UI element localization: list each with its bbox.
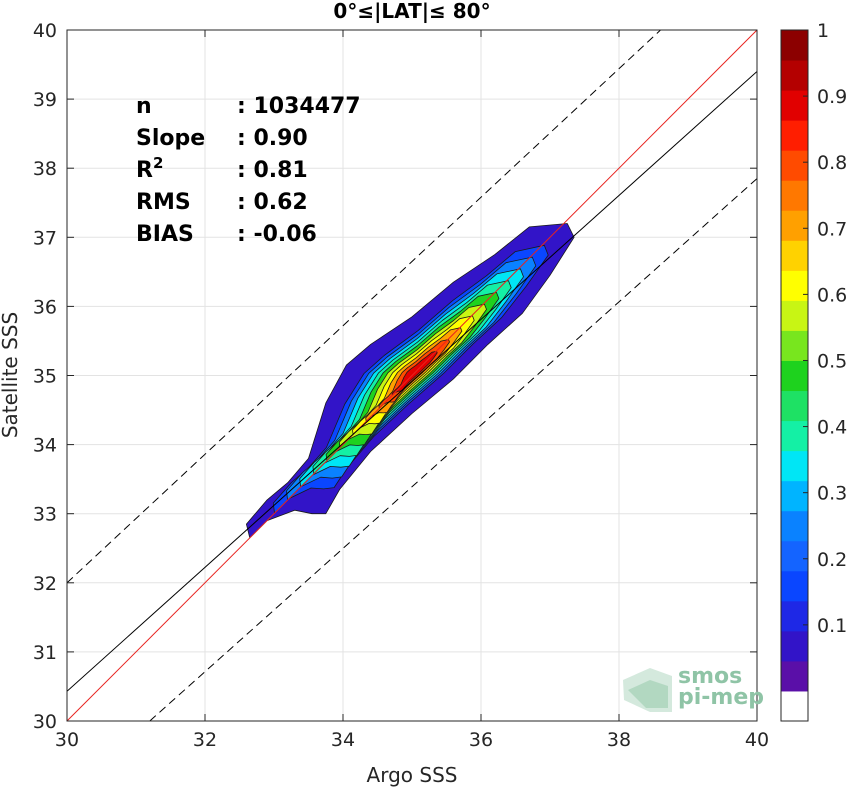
x-tick-label: 40 xyxy=(745,729,769,751)
colorbar-segment xyxy=(781,330,808,361)
x-tick-label: 36 xyxy=(469,729,493,751)
colorbar-tick-label: 0.6 xyxy=(817,284,847,306)
stat-value: : 0.90 xyxy=(237,126,308,151)
colorbar-tick-label: 0.5 xyxy=(817,350,847,372)
y-tick-label: 40 xyxy=(33,20,57,42)
colorbar-segment xyxy=(781,30,808,61)
smos-pi-mep-logo: smos pi-mep xyxy=(623,664,764,712)
stat-label-superscript: 2 xyxy=(153,154,163,172)
colorbar-segment xyxy=(781,300,808,331)
x-tick-label: 30 xyxy=(55,729,79,751)
axis-ticks: 30 32 34 36 38 40 30 31 32 33 34 35 36 37 38 39 40 xyxy=(33,20,769,751)
colorbar-segment xyxy=(781,360,808,392)
y-tick-label: 39 xyxy=(33,89,57,111)
colorbar-tick-label: 0.8 xyxy=(817,152,847,174)
identity-line xyxy=(67,30,757,721)
colorbar-segment xyxy=(781,390,808,422)
colorbar-segment xyxy=(781,510,808,542)
stat-label: BIAS xyxy=(136,222,194,247)
colorbar-segment xyxy=(781,60,808,91)
colorbar-segment xyxy=(781,630,808,662)
reference-lines xyxy=(67,30,757,721)
colorbar-segment xyxy=(781,450,808,482)
colorbar-segment xyxy=(781,540,808,572)
colorbar-segment xyxy=(781,270,808,301)
y-tick-label: 35 xyxy=(33,366,57,388)
x-tick-label: 32 xyxy=(193,729,217,751)
colorbar-segment xyxy=(781,180,808,211)
colorbar-tick-label: 0.4 xyxy=(817,417,847,439)
colorbar-tick-label: 0.7 xyxy=(817,218,847,240)
y-tick-label: 32 xyxy=(33,573,57,595)
upper-bound-line xyxy=(67,30,662,584)
colorbar-tick-label: 0.1 xyxy=(817,615,847,637)
logo-text-smos: smos xyxy=(678,664,742,689)
y-tick-label: 34 xyxy=(33,435,57,457)
colorbar-frame xyxy=(780,29,809,722)
colorbar-segment xyxy=(781,660,808,692)
y-tick-label: 33 xyxy=(33,504,57,526)
colorbar-segment xyxy=(781,690,808,722)
colorbar-segment xyxy=(781,150,808,181)
stat-value: : 1034477 xyxy=(237,94,361,119)
stat-label: n xyxy=(136,94,152,119)
colorbar-segment xyxy=(781,420,808,452)
x-tick-label: 34 xyxy=(331,729,355,751)
x-tick-label: 38 xyxy=(607,729,631,751)
x-axis-label: Argo SSS xyxy=(367,763,458,787)
stat-label: RMS xyxy=(136,190,191,215)
y-tick-label: 31 xyxy=(33,642,57,664)
colorbar-segment xyxy=(781,120,808,151)
colorbar-segment xyxy=(781,210,808,241)
y-tick-label: 36 xyxy=(33,296,57,318)
logo-wave-icon xyxy=(628,680,668,708)
y-tick-label: 38 xyxy=(33,158,57,180)
y-axis-label: Satellite SSS xyxy=(0,312,22,438)
logo-text-pi-mep: pi-mep xyxy=(678,685,764,710)
colorbar-segment xyxy=(781,90,808,121)
colorbar-tick-label: 0.3 xyxy=(817,483,847,505)
colorbar-segment xyxy=(781,600,808,632)
y-tick-label: 30 xyxy=(33,711,57,733)
y-tick-label: 37 xyxy=(33,227,57,249)
colorbar-segment xyxy=(781,570,808,602)
stat-value: : 0.62 xyxy=(237,190,308,215)
colorbar: 0.1 0.2 0.3 0.4 0.5 0.6 0.7 0.8 0.9 1 xyxy=(780,20,847,722)
colorbar-tick-label: 0.2 xyxy=(817,549,847,571)
colorbar-segment xyxy=(781,240,808,271)
chart-title: 0°≤|LAT|≤ 80° xyxy=(333,0,490,23)
colorbar-tick-label: 0.9 xyxy=(817,86,847,108)
stat-label: Slope xyxy=(136,126,205,151)
lower-bound-line xyxy=(149,178,757,721)
stat-value: : 0.81 xyxy=(237,158,308,183)
grid xyxy=(66,29,758,722)
colorbar-tick-label: 1 xyxy=(817,20,829,42)
regression-line xyxy=(67,71,757,692)
colorbar-segment xyxy=(781,480,808,512)
stat-value: : -0.06 xyxy=(237,222,317,247)
